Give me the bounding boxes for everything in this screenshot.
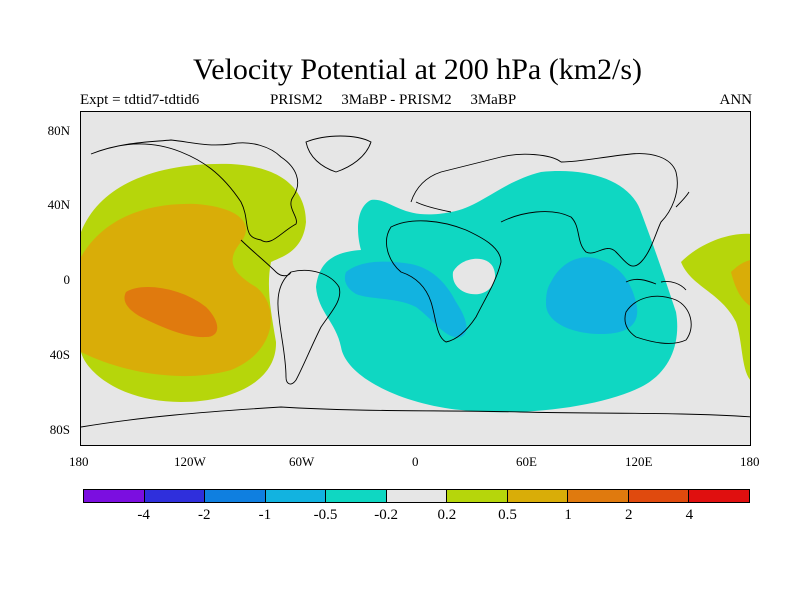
colorbar-swatch-9	[628, 490, 690, 502]
coast-japan	[675, 191, 690, 208]
coast-asia	[500, 153, 678, 267]
coast-australia	[624, 295, 692, 344]
coast-antarctica	[81, 406, 750, 428]
x-tick-180w: 180	[69, 454, 89, 469]
colorbar-swatch-2	[205, 490, 266, 502]
x-tick-180e: 180	[740, 454, 760, 469]
colorbar-swatch-7	[507, 490, 569, 502]
colorbar-label-3: -0.5	[313, 507, 338, 523]
x-tick-120e: 120E	[625, 454, 653, 469]
y-tick-80n: 80N	[47, 123, 70, 138]
colorbar-label-4: -0.2	[374, 507, 399, 523]
map-svg	[81, 135, 750, 428]
chart-title: Velocity Potential at 200 hPa (km2/s)	[192, 53, 643, 86]
colorbar-label-9: 4	[685, 507, 694, 523]
colorbar-swatch-6	[447, 490, 508, 502]
coast-africa	[386, 220, 502, 343]
season-label: ANN	[719, 92, 753, 108]
x-tick-120w: 120W	[174, 454, 206, 469]
colorbar-label-5: 0.2	[437, 507, 457, 523]
y-tick-80s: 80S	[49, 422, 70, 437]
contour-pacific-pos-1	[124, 287, 218, 338]
y-tick-40s: 40S	[49, 347, 70, 362]
contour-fills	[81, 163, 750, 413]
coast-indonesia	[625, 278, 687, 291]
coast-north-america	[90, 139, 299, 243]
contour-indian-neg-02	[316, 171, 678, 413]
colorbar-label-6: 0.5	[498, 507, 517, 523]
x-tick-0: 0	[412, 454, 419, 469]
colorbar-swatch-0	[84, 490, 145, 502]
colorbar-label-7: 1	[564, 507, 572, 523]
y-tick-40n: 40N	[47, 197, 70, 212]
model-label: PRISM2 3MaBP - PRISM2 3MaBP	[270, 92, 517, 108]
contour-africa-neutral	[452, 258, 496, 295]
colorbar	[83, 489, 750, 503]
contour-atlantic-neg-05	[344, 261, 467, 338]
colorbar-swatch-5	[386, 490, 448, 502]
contour-pacific-pos-05	[81, 203, 271, 377]
coastlines	[81, 135, 750, 428]
colorbar-label-0: -4	[137, 507, 150, 523]
colorbar-swatch-8	[568, 490, 629, 502]
colorbar-swatch-4	[326, 490, 387, 502]
colorbar-swatch-10	[689, 490, 750, 502]
colorbar-label-8: 2	[624, 507, 633, 523]
x-tick-60w: 60W	[289, 454, 315, 469]
y-tick-eq: 0	[63, 272, 71, 287]
coast-south-america	[277, 269, 341, 385]
colorbar-label-2: -1	[258, 507, 272, 523]
colorbar-swatch-1	[144, 490, 206, 502]
map-panel	[80, 111, 751, 446]
experiment-label: Expt = tdtid7-tdtid6	[80, 92, 200, 108]
contour-westpac-pos-05	[731, 260, 750, 306]
contour-westpac-pos-02	[681, 233, 750, 380]
colorbar-swatch-3	[265, 490, 327, 502]
contour-indian-neg-05	[546, 257, 638, 334]
coast-europe	[410, 153, 562, 213]
coast-greenland	[305, 135, 372, 173]
x-tick-60e: 60E	[516, 454, 537, 469]
colorbar-label-1: -2	[198, 507, 211, 523]
